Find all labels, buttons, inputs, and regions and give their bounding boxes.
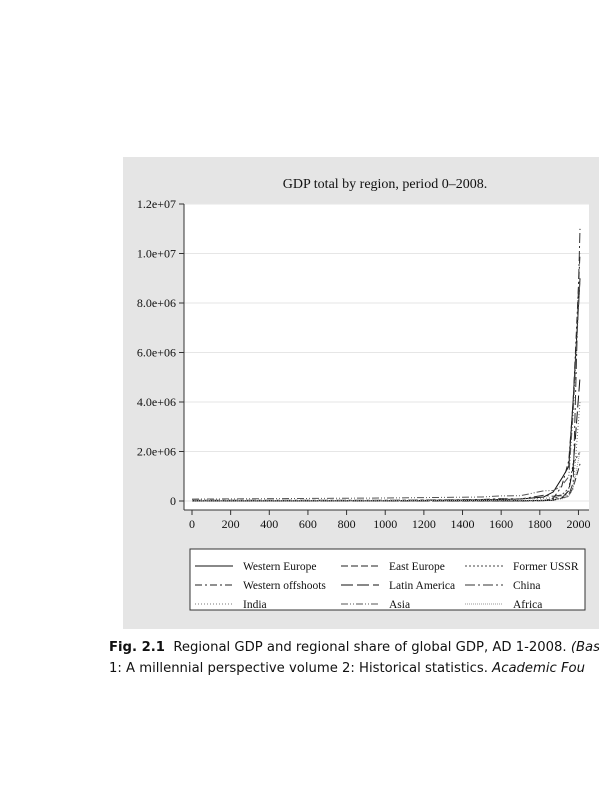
y-tick-label: 4.0e+06: [137, 395, 176, 409]
legend-label: India: [243, 599, 267, 611]
x-tick-label: 0: [189, 517, 195, 531]
x-tick-label: 1400: [451, 517, 475, 531]
chart-title: GDP total by region, period 0–2008.: [283, 177, 487, 192]
x-tick-label: 1000: [373, 517, 397, 531]
caption-italic-2: Academic Fou: [492, 661, 585, 676]
y-tick-label: 8.0e+06: [137, 296, 176, 310]
y-tick-label: 1.2e+07: [137, 197, 176, 211]
y-tick-label: 6.0e+06: [137, 346, 176, 360]
caption-text-2: 1: A millennial perspective volume 2: Hi…: [109, 661, 493, 676]
x-tick-label: 400: [260, 517, 278, 531]
legend-label: China: [513, 580, 540, 592]
series-line-8: [191, 278, 581, 500]
series-line-5: [191, 377, 581, 502]
chart-panel: GDP total by region, period 0–2008. 0 2.0…: [123, 157, 599, 629]
series-line-9: [191, 451, 581, 502]
legend-label: Western Europe: [243, 561, 316, 573]
legend-label: Western offshoots: [243, 580, 326, 592]
x-tick-label: 2000: [566, 517, 590, 531]
series-line-6: [192, 228, 581, 501]
x-tick-label: 600: [299, 517, 317, 531]
x-tick-label: 1200: [412, 517, 436, 531]
legend-label: Latin America: [389, 580, 455, 592]
caption-text-1: Regional GDP and regional share of globa…: [173, 640, 571, 655]
figure-caption: Fig. 2.1 Regional GDP and regional share…: [109, 637, 599, 679]
y-tick-label: 0: [170, 494, 176, 508]
caption-line-2: 1: A millennial perspective volume 2: Hi…: [109, 658, 599, 679]
plot-background: [184, 204, 589, 510]
gdp-line-chart: GDP total by region, period 0–2008. 0 2.0…: [137, 177, 591, 611]
legend-box: [189, 548, 586, 611]
legend-label: Africa: [513, 599, 542, 611]
y-tick-label: 1.0e+07: [137, 247, 176, 261]
x-tick-label: 1600: [489, 517, 513, 531]
x-tick-label: 800: [338, 517, 356, 531]
legend-label: Asia: [389, 599, 410, 611]
caption-italic-1: (Bas: [570, 640, 599, 655]
plot-area: 0 2.0e+06 4.0e+06 6.0e+06 8.0e+06 1.0e+07 1.2e…: [137, 197, 591, 531]
figure-label: Fig. 2.1: [109, 640, 165, 655]
legend-label: East Europe: [389, 561, 445, 573]
x-tick-label: 200: [222, 517, 240, 531]
x-tick-label: 1800: [528, 517, 552, 531]
y-tick-label: 2.0e+06: [137, 445, 176, 459]
legend: Western Europe East Europe Former USSR West…: [189, 548, 586, 611]
legend-label: Former USSR: [513, 561, 579, 573]
caption-line-1: Fig. 2.1 Regional GDP and regional share…: [109, 637, 599, 658]
series-line-7: [192, 401, 581, 501]
